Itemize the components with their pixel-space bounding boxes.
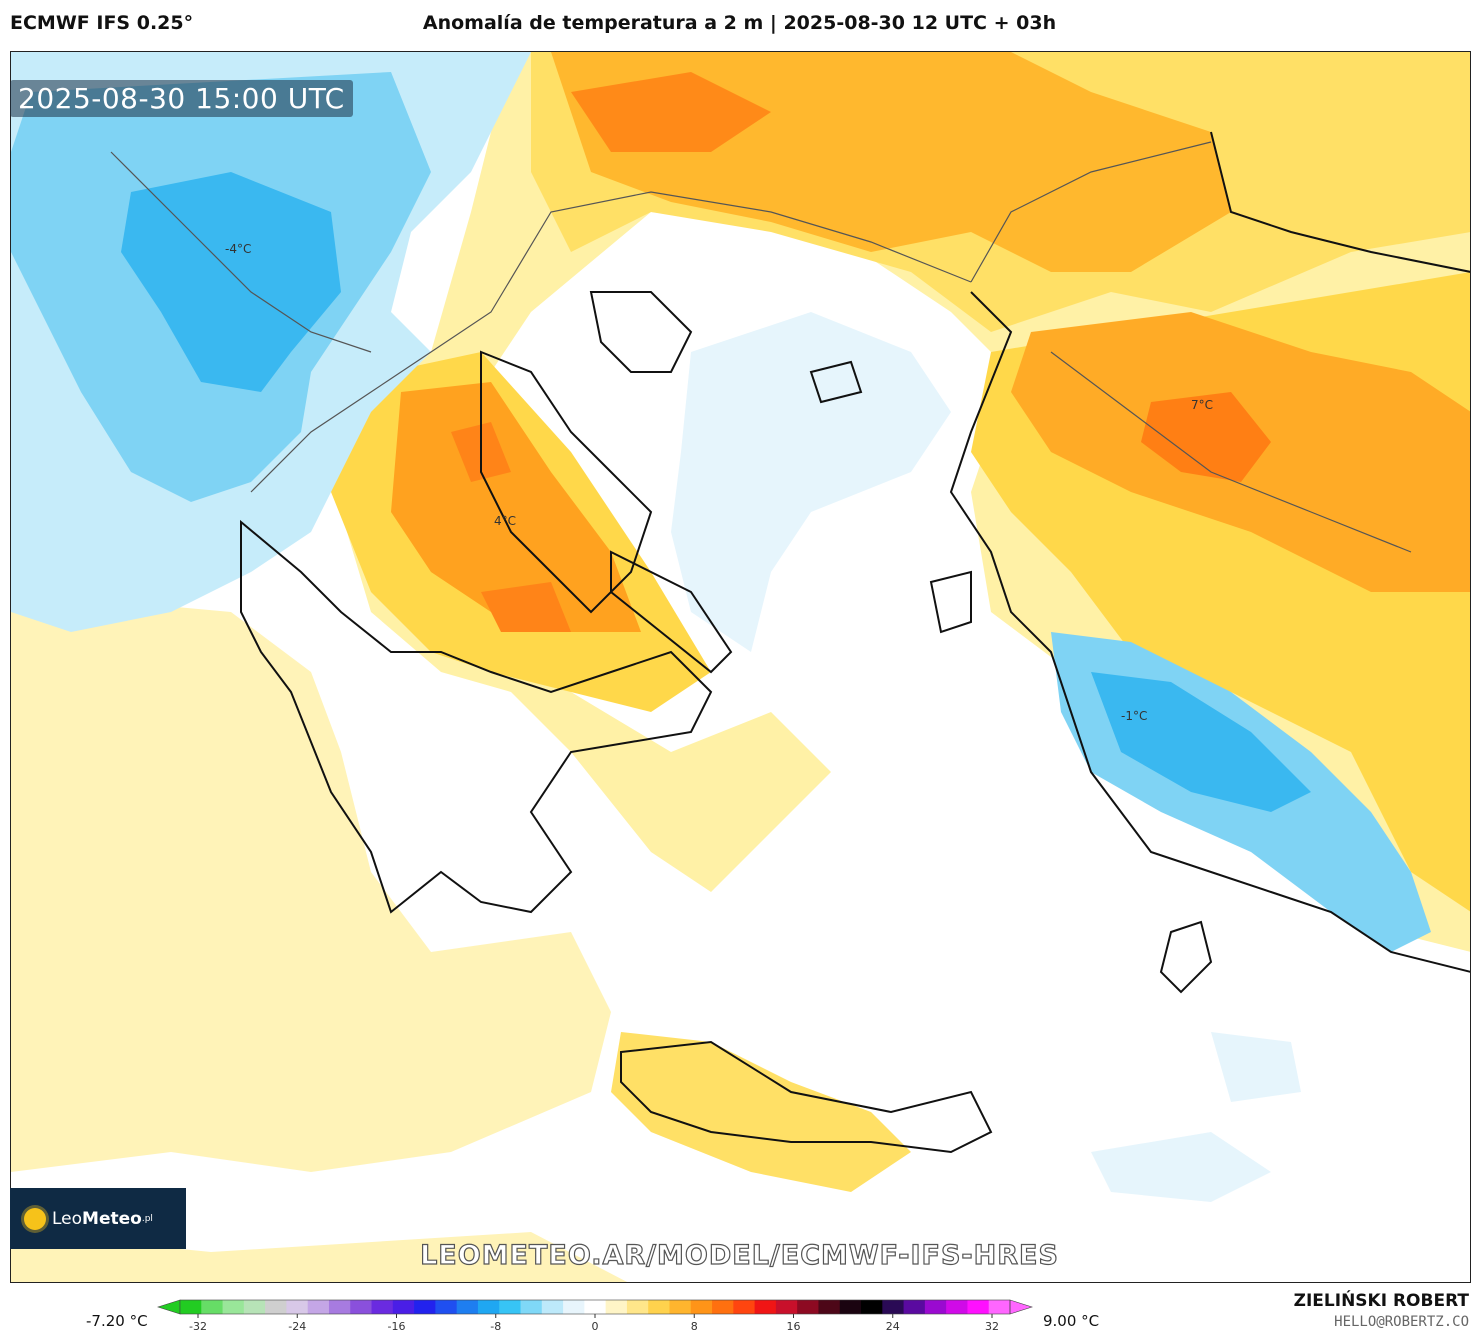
anomaly-zone-light-blue-south — [1091, 1032, 1301, 1202]
colorbar-min-arrow — [157, 1299, 181, 1315]
anomaly-zone-light-yellow-west — [11, 592, 611, 1172]
greek-mainland-coast — [240, 519, 713, 914]
map-title: Anomalía de temperatura a 2 m | 2025-08-… — [422, 12, 1057, 34]
colorbar-tick-label: -32 — [189, 1320, 207, 1333]
logo-tld: .pl — [141, 1213, 153, 1224]
colorbar-swatch — [477, 1300, 500, 1314]
colorbar-swatch — [903, 1300, 926, 1314]
anomaly-zone-dark-orange-anatolia — [1141, 392, 1271, 482]
colorbar-min-label: -7.20 °C — [86, 1312, 148, 1330]
anomaly-zone-yellow-crete — [611, 1032, 911, 1192]
colorbar-swatch — [201, 1300, 224, 1314]
contour-label-anatolia: 7°C — [1191, 398, 1213, 412]
colorbar-max-arrow — [1009, 1299, 1033, 1315]
colorbar-tick-label: -8 — [490, 1320, 501, 1333]
temperature-anomaly-map: -4°C 4°C 7°C -1°C — [10, 51, 1471, 1283]
colorbar-swatch — [924, 1300, 947, 1314]
colorbar-swatch — [286, 1300, 309, 1314]
colorbar-swatch — [946, 1300, 968, 1314]
colorbar-tick-label: 8 — [691, 1320, 698, 1333]
colorbar-tick-label: 0 — [592, 1320, 599, 1333]
colorbar-swatch — [818, 1300, 841, 1314]
colorbar-swatch — [861, 1300, 883, 1314]
colorbar-swatch — [775, 1300, 798, 1314]
colorbar-swatch — [456, 1300, 479, 1314]
colorbar-swatch — [669, 1300, 692, 1314]
colorbar-swatch — [371, 1300, 394, 1314]
colorbar-swatch — [222, 1300, 245, 1314]
lesbos-coast — [929, 570, 972, 634]
valid-time-badge: 2025-08-30 15:00 UTC — [10, 80, 353, 117]
coastlines — [240, 131, 1470, 1154]
colorbar-swatch — [307, 1300, 330, 1314]
colorbar-swatch — [499, 1300, 522, 1314]
colorbar: -32 -24 -16 -8 0 8 16 24 32 — [157, 1299, 1033, 1333]
model-name: ECMWF IFS 0.25° — [10, 12, 194, 34]
colorbar-tick-label: 16 — [787, 1320, 801, 1333]
colorbar-swatch — [605, 1300, 628, 1314]
colorbar-swatch — [563, 1300, 585, 1314]
colorbar-tick-label: -16 — [388, 1320, 406, 1333]
anomaly-zone-light-yellow-south — [11, 1232, 628, 1282]
contour-label-west: -4°C — [225, 242, 251, 256]
colorbar-swatch — [626, 1300, 649, 1314]
colorbar-swatch — [243, 1300, 266, 1314]
colorbar-swatch — [392, 1300, 415, 1314]
country-borders — [110, 141, 1412, 553]
turkey-west-coast — [949, 291, 1470, 973]
colorbar-swatch — [265, 1300, 287, 1314]
lemnos-coast — [809, 360, 863, 404]
colorbar-max-label: 9.00 °C — [1043, 1312, 1100, 1330]
colorbar-swatch — [541, 1300, 564, 1314]
colorbar-swatch — [648, 1300, 670, 1314]
colorbar-swatch — [967, 1300, 990, 1314]
colorbar-swatch — [882, 1300, 905, 1314]
thessaly-coast — [480, 350, 653, 614]
colorbar-swatch — [414, 1300, 436, 1314]
anomaly-zone-deep-blue-turkey-coast — [1091, 672, 1311, 812]
map-canvas: -4°C 4°C 7°C -1°C — [11, 52, 1470, 1282]
sun-icon — [24, 1207, 46, 1230]
colorbar-swatch — [988, 1300, 1011, 1314]
logo-suffix: Meteo — [82, 1208, 142, 1229]
colorbar-swatch — [733, 1300, 756, 1314]
leometeo-logo: Leo Meteo .pl — [10, 1188, 186, 1249]
anomaly-zone-dark-orange-balkans — [571, 72, 771, 152]
logo-prefix: Leo — [52, 1208, 83, 1229]
anomaly-zone-deep-blue-west — [121, 172, 341, 392]
colorbar-swatch — [754, 1300, 777, 1314]
colorbar-swatch — [690, 1300, 713, 1314]
colorbar-swatch — [520, 1300, 543, 1314]
contour-label-greece: 4°C — [494, 514, 516, 528]
colorbar-swatch — [350, 1300, 373, 1314]
black-sea-coast — [1210, 131, 1470, 273]
author-name: ZIELIŃSKI ROBERT — [1293, 1291, 1469, 1311]
colorbar-swatch — [435, 1300, 458, 1314]
colorbar-tick-label: 32 — [985, 1320, 999, 1333]
rhodes-coast — [1159, 920, 1213, 994]
colorbar-tick-label: -24 — [288, 1320, 306, 1333]
colorbar-tick-label: 24 — [886, 1320, 900, 1333]
colorbar-swatch — [328, 1300, 351, 1314]
chalkidiki-coast — [589, 291, 693, 373]
source-watermark: LEOMETEO.AR/MODEL/ECMWF-IFS-HRES — [419, 1239, 1059, 1271]
colorbar-swatch — [839, 1300, 862, 1314]
colorbar-swatch — [712, 1300, 734, 1314]
colorbar-swatch — [797, 1300, 819, 1314]
colorbar-swatch — [584, 1300, 607, 1314]
contour-label-turkey-coast: -1°C — [1121, 709, 1147, 723]
colorbar-swatch — [180, 1300, 202, 1314]
anomaly-zone-light-blue-aegean — [671, 312, 951, 652]
crete-coast — [620, 1040, 993, 1154]
anomaly-zone-orange-greece — [391, 382, 641, 632]
author-email: HELLO@ROBERTZ.CO — [1334, 1314, 1469, 1330]
anomaly-zone-dark-orange-greece — [451, 422, 571, 632]
euboea-coast — [610, 550, 733, 674]
